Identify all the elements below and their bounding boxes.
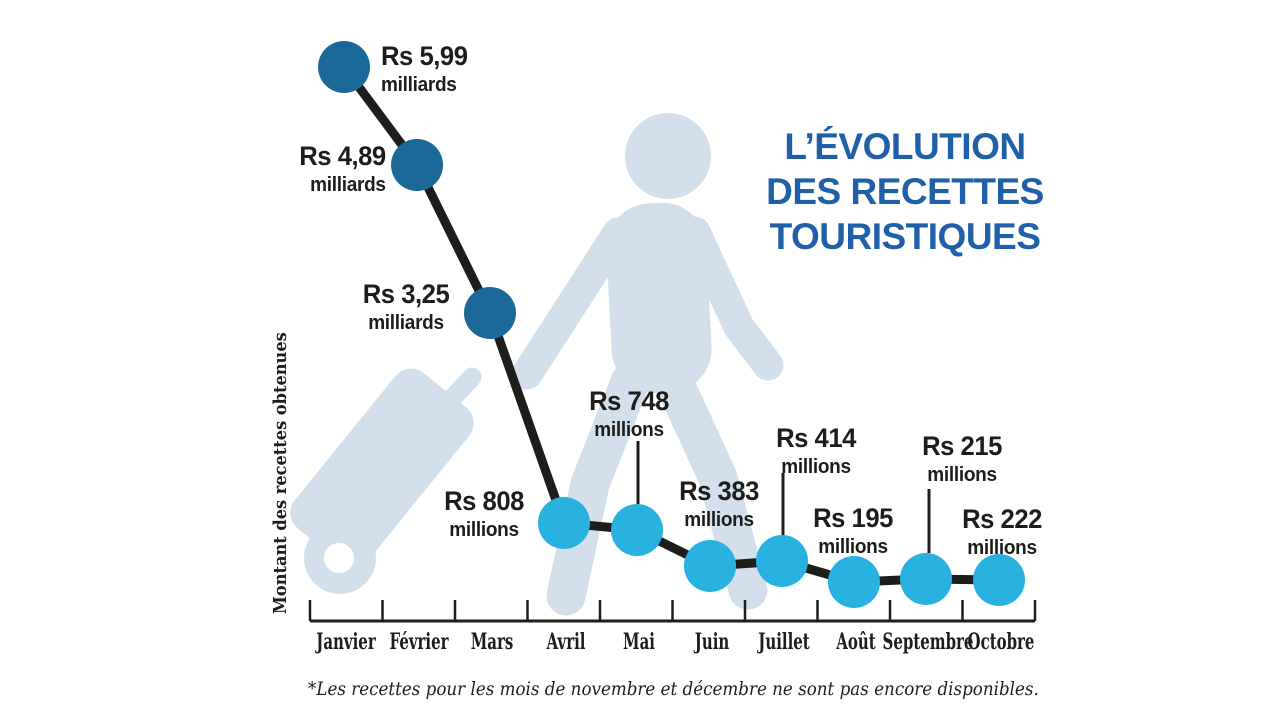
value-unit: millions: [781, 456, 851, 478]
data-point-avril: [538, 497, 590, 549]
value-amount: Rs 383: [679, 476, 759, 506]
month-label-mai: Mai: [623, 629, 655, 655]
y-axis-label: Montant des recettes obtenues: [270, 332, 291, 614]
value-unit: milliards: [381, 74, 457, 96]
value-label-mai: Rs 748 millions: [589, 386, 669, 441]
month-label-juin: Juin: [694, 629, 730, 655]
value-unit: millions: [818, 536, 888, 558]
value-unit: milliards: [368, 312, 444, 334]
value-amount: Rs 215: [922, 431, 1002, 461]
x-axis: [308, 600, 1037, 623]
value-label-septembre: Rs 215 millions: [922, 431, 1002, 486]
revenue-line-path: [340, 64, 1000, 587]
month-label-janvier: Janvier: [316, 629, 376, 655]
chart-title-line1: L’ÉVOLUTION: [784, 126, 1026, 167]
value-amount: Rs 195: [813, 503, 893, 533]
data-point-mai: [611, 504, 663, 556]
value-label-octobre: Rs 222 millions: [962, 504, 1042, 559]
value-label-avril: Rs 808 millions: [444, 486, 524, 541]
value-unit: millions: [967, 537, 1037, 559]
value-unit: millions: [684, 509, 754, 531]
data-point-aout: [828, 556, 880, 608]
chart-title: L’ÉVOLUTION DES RECETTES TOURISTIQUES: [766, 124, 1044, 259]
chart-title-line3: TOURISTIQUES: [769, 216, 1041, 257]
callout-lines: [636, 441, 931, 553]
value-unit: millions: [927, 464, 997, 486]
month-label-fevrier: Février: [389, 629, 449, 655]
value-unit: millions: [449, 519, 519, 541]
data-point-janvier: [318, 41, 370, 93]
month-label-septembre: Septembre: [882, 629, 974, 655]
value-amount: Rs 3,25: [362, 279, 450, 309]
value-amount: Rs 222: [962, 504, 1042, 534]
value-amount: Rs 5,99: [381, 41, 468, 71]
footnote: *Les recettes pour les mois de novembre …: [308, 678, 1039, 700]
data-point-juillet: [756, 535, 808, 587]
traveler-silhouette-icon: [290, 113, 784, 616]
value-label-juin: Rs 383 millions: [679, 476, 759, 531]
month-label-mars: Mars: [470, 629, 514, 655]
data-points: [318, 41, 1025, 608]
value-unit: millions: [594, 419, 664, 441]
month-label-octobre: Octobre: [967, 629, 1035, 655]
value-label-juillet: Rs 414 millions: [776, 423, 856, 478]
value-amount: Rs 4,89: [299, 141, 386, 171]
value-label-mars: Rs 3,25 milliards: [362, 279, 450, 334]
chart-title-line2: DES RECETTES: [766, 171, 1044, 212]
month-label-avril: Avril: [546, 629, 586, 655]
value-label-fevrier: Rs 4,89 milliards: [299, 141, 386, 196]
data-point-fevrier: [391, 139, 443, 191]
data-point-octobre: [973, 554, 1025, 606]
month-label-aout: Août: [836, 629, 876, 655]
value-unit: milliards: [310, 174, 386, 196]
data-point-mars: [464, 287, 516, 339]
value-amount: Rs 748: [589, 386, 669, 416]
month-label-juillet: Juillet: [758, 629, 810, 655]
data-point-juin: [684, 540, 736, 592]
data-point-septembre: [900, 553, 952, 605]
revenue-line: [340, 64, 1000, 587]
value-amount: Rs 414: [776, 423, 856, 453]
value-label-janvier: Rs 5,99 milliards: [381, 41, 468, 96]
value-label-aout: Rs 195 millions: [813, 503, 893, 558]
value-amount: Rs 808: [444, 486, 524, 516]
